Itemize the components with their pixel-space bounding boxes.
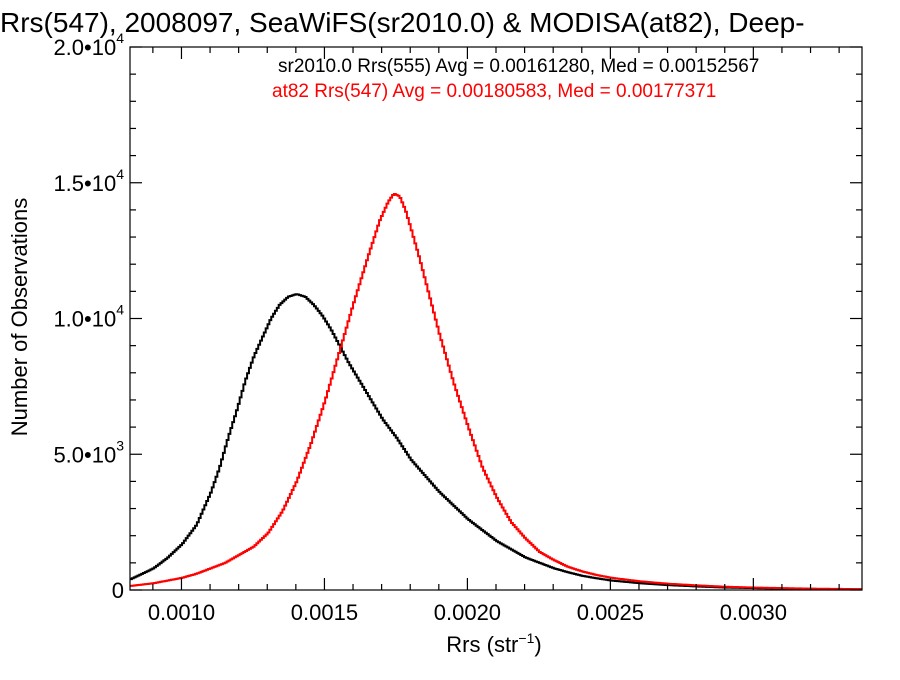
x-tick-label: 0.0020 — [434, 600, 501, 625]
y-tick-label-base: 1.5•10 — [53, 171, 116, 196]
series-line-sr2010 — [130, 293, 862, 591]
y-tick-label-exponent: 4 — [116, 30, 124, 46]
y-tick-label-exponent: 3 — [116, 437, 124, 453]
plot-frame — [129, 46, 863, 591]
y-tick-label: 2.0•104 — [53, 30, 124, 60]
y-tick-label: 1.0•104 — [53, 302, 124, 332]
y-tick-label-base: 1.0•10 — [53, 307, 116, 332]
y-axis-label-group: Number of Observations — [7, 198, 32, 436]
x-axis-ticks: 0.0010 0.0015 0.0020 0.0025 0.0030 — [148, 47, 840, 625]
plot-border — [129, 46, 863, 591]
x-tick-label: 0.0015 — [291, 600, 358, 625]
x-tick-label: 0.0030 — [720, 600, 787, 625]
x-tick-label: 0.0025 — [577, 600, 644, 625]
y-tick-label-base: 5.0•10 — [53, 442, 116, 467]
y-tick-label-base: 0 — [112, 578, 124, 603]
x-tick-label: 0.0010 — [148, 600, 215, 625]
y-tick-label: 1.5•104 — [53, 166, 124, 196]
y-tick-label: 0 — [112, 578, 124, 603]
x-axis-label: Rrs (str−1) — [446, 630, 541, 657]
legend-entry-at82: at82 Rrs(547) Avg = 0.00180583, Med = 0.… — [272, 81, 716, 102]
x-axis-label-main: Rrs (str — [446, 632, 518, 657]
y-tick-label-exponent: 4 — [116, 302, 124, 318]
x-axis-label-close: ) — [534, 632, 541, 657]
legend-entry-sr2010: sr2010.0 Rrs(555) Avg = 0.00161280, Med … — [278, 56, 759, 77]
y-axis-label: Number of Observations — [7, 198, 32, 436]
series-line-at82 — [130, 193, 862, 591]
y-tick-label-exponent: 4 — [116, 166, 124, 182]
x-axis-label-unit-exponent: −1 — [518, 630, 534, 646]
series-layer — [130, 193, 862, 591]
y-tick-label-base: 2.0•10 — [53, 35, 116, 60]
chart-title: Rrs(547), 2008097, SeaWiFS(sr2010.0) & M… — [0, 7, 805, 38]
legend: sr2010.0 Rrs(555) Avg = 0.00161280, Med … — [272, 56, 759, 102]
y-tick-label: 5.0•103 — [53, 437, 124, 467]
